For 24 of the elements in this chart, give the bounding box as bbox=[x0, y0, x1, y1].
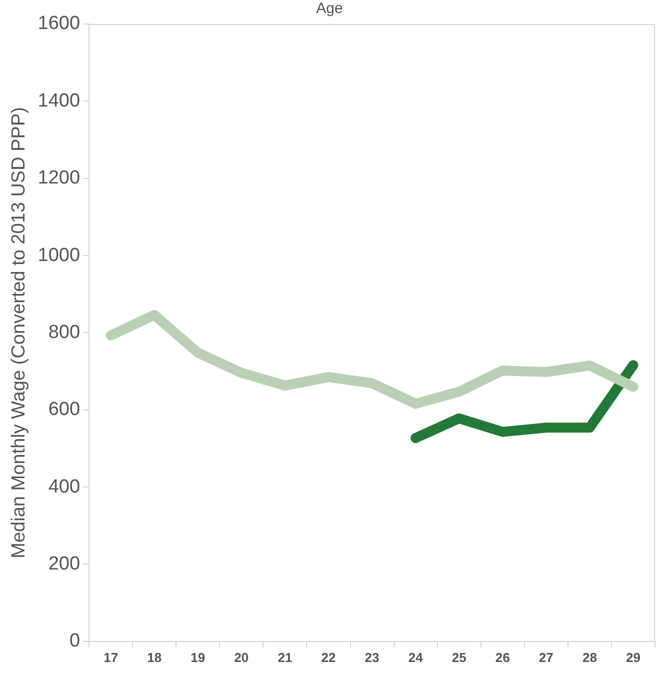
y-tick-label: 0 bbox=[69, 630, 80, 652]
y-tick-label: 1400 bbox=[38, 90, 80, 112]
y-axis-title: Median Monthly Wage (Converted to 2013 USD PPP) bbox=[8, 107, 30, 558]
x-tick-label: 20 bbox=[234, 650, 249, 665]
x-tick-label: 22 bbox=[321, 650, 336, 665]
y-tick-label: 600 bbox=[48, 399, 80, 420]
x-tick-label: 27 bbox=[538, 650, 554, 665]
x-tick-label: 19 bbox=[190, 650, 206, 665]
x-tick-label: 24 bbox=[408, 650, 424, 665]
x-tick-label: 18 bbox=[147, 650, 162, 665]
y-tick-label: 1600 bbox=[38, 13, 80, 34]
y-tick-label: 400 bbox=[48, 476, 80, 498]
x-tick-label: 29 bbox=[626, 650, 640, 665]
y-tick-label: 1200 bbox=[38, 168, 80, 189]
x-tick-label: 25 bbox=[452, 650, 466, 665]
y-tick-label: 800 bbox=[48, 322, 80, 343]
x-tick-label: 28 bbox=[582, 650, 597, 665]
x-tick-label: 21 bbox=[278, 650, 292, 665]
x-axis-title: Age bbox=[316, 0, 343, 18]
x-tick-label: 17 bbox=[104, 650, 118, 665]
x-tick-label: 26 bbox=[495, 650, 510, 665]
y-tick-label: 1000 bbox=[38, 244, 80, 266]
x-tick-label: 23 bbox=[364, 650, 380, 665]
y-tick-label: 200 bbox=[48, 553, 80, 574]
